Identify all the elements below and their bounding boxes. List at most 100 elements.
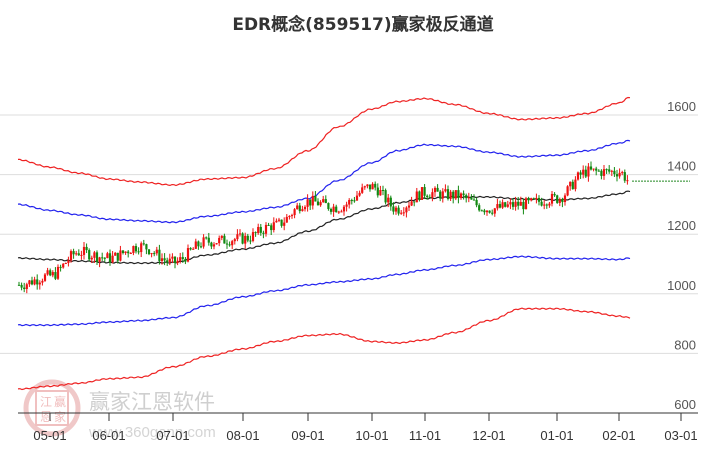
candle-body bbox=[556, 195, 559, 203]
candle-body bbox=[82, 246, 86, 255]
upper-inner-band-line bbox=[17, 139, 631, 224]
candle-body bbox=[134, 246, 138, 252]
candle-body bbox=[592, 168, 595, 170]
candle-body bbox=[350, 200, 353, 202]
y-tick-label: 1600 bbox=[667, 99, 696, 114]
candle-body bbox=[251, 232, 255, 241]
candle-body bbox=[241, 233, 244, 244]
candle-body bbox=[597, 170, 600, 172]
candle-body bbox=[543, 204, 546, 206]
candle-body bbox=[329, 208, 333, 212]
candle-body bbox=[457, 190, 460, 199]
candle-body bbox=[327, 203, 330, 209]
candle-body bbox=[340, 211, 343, 213]
candle-body bbox=[192, 248, 195, 250]
candle-body bbox=[371, 183, 374, 190]
candle-body bbox=[566, 186, 569, 196]
candle-body bbox=[17, 284, 21, 286]
x-tick-label: 02-01 bbox=[602, 428, 635, 443]
candle-body bbox=[428, 197, 431, 199]
candle-body bbox=[160, 258, 164, 261]
x-tick-label: 05-01 bbox=[33, 428, 66, 443]
candle-body bbox=[475, 199, 478, 206]
candle-body bbox=[426, 195, 429, 198]
candle-body bbox=[210, 242, 213, 247]
candle-body bbox=[88, 250, 91, 260]
candle-body bbox=[150, 253, 153, 255]
candle-body bbox=[587, 166, 590, 177]
candle-body bbox=[132, 246, 135, 253]
chart-title: EDR概念(859517)赢家极反通道 bbox=[232, 15, 494, 35]
candle-body bbox=[488, 210, 491, 213]
candle-body bbox=[576, 172, 580, 180]
candle-body bbox=[288, 216, 291, 218]
candle-body bbox=[30, 280, 34, 285]
candle-body bbox=[514, 201, 517, 207]
candle-body bbox=[579, 172, 582, 175]
candle-body bbox=[574, 179, 577, 190]
candle-body bbox=[28, 280, 31, 285]
candle-body bbox=[301, 209, 304, 212]
candle-body bbox=[449, 191, 452, 199]
candle-body bbox=[532, 198, 535, 200]
candle-body bbox=[480, 210, 483, 212]
candle-body bbox=[418, 191, 421, 200]
candle-body bbox=[51, 272, 54, 276]
candle-body bbox=[106, 253, 109, 259]
candle-body bbox=[262, 232, 265, 234]
candle-body bbox=[259, 226, 262, 233]
candle-body bbox=[527, 198, 530, 201]
candle-body bbox=[36, 279, 39, 285]
candle-body bbox=[202, 237, 205, 247]
candle-body bbox=[272, 222, 275, 231]
candle-body bbox=[545, 204, 548, 206]
candle-body bbox=[98, 257, 101, 262]
candle-body bbox=[238, 233, 242, 235]
candle-body bbox=[147, 249, 151, 255]
candle-body bbox=[64, 262, 67, 264]
y-tick-label: 1000 bbox=[667, 278, 696, 293]
candle-body bbox=[54, 272, 57, 279]
candle-body bbox=[25, 284, 28, 290]
candle-body bbox=[506, 204, 509, 207]
candle-body bbox=[176, 260, 179, 264]
candle-body bbox=[431, 192, 434, 198]
candle-body bbox=[257, 226, 260, 234]
candle-body bbox=[413, 201, 416, 203]
candle-body bbox=[314, 195, 317, 202]
candle-body bbox=[153, 253, 156, 255]
candle-body bbox=[358, 192, 361, 196]
upper-outer-band-line bbox=[17, 96, 631, 187]
candle-body bbox=[158, 249, 161, 261]
candle-body bbox=[524, 198, 528, 210]
candle-body bbox=[615, 174, 619, 177]
candle-body bbox=[537, 197, 541, 202]
x-tick-label: 06-01 bbox=[92, 428, 125, 443]
candle-body bbox=[613, 170, 616, 175]
candle-body bbox=[501, 202, 504, 208]
y-tick-label: 1400 bbox=[667, 159, 696, 174]
candle-body bbox=[220, 235, 223, 238]
candle-body bbox=[38, 282, 41, 285]
candle-body bbox=[249, 240, 252, 242]
candle-body bbox=[173, 256, 177, 264]
candle-body bbox=[316, 201, 320, 206]
candle-body bbox=[93, 252, 96, 258]
candle-body bbox=[348, 200, 351, 205]
candle-body bbox=[306, 199, 309, 207]
watermark-brand: 赢家江恩软件 bbox=[89, 390, 215, 414]
x-tick-label: 07-01 bbox=[156, 428, 189, 443]
svg-text:家: 家 bbox=[54, 409, 66, 424]
candle-body bbox=[46, 270, 49, 275]
candle-body bbox=[353, 200, 356, 202]
candle-body bbox=[207, 237, 210, 243]
candle-body bbox=[280, 219, 283, 226]
lower-inner-band-line bbox=[17, 255, 631, 327]
candle-body bbox=[67, 260, 70, 263]
x-tick-label: 09-01 bbox=[291, 428, 324, 443]
candle-body bbox=[465, 195, 468, 199]
candle-body bbox=[441, 191, 444, 199]
x-tick-label: 01-01 bbox=[540, 428, 573, 443]
candle-body bbox=[267, 224, 270, 226]
